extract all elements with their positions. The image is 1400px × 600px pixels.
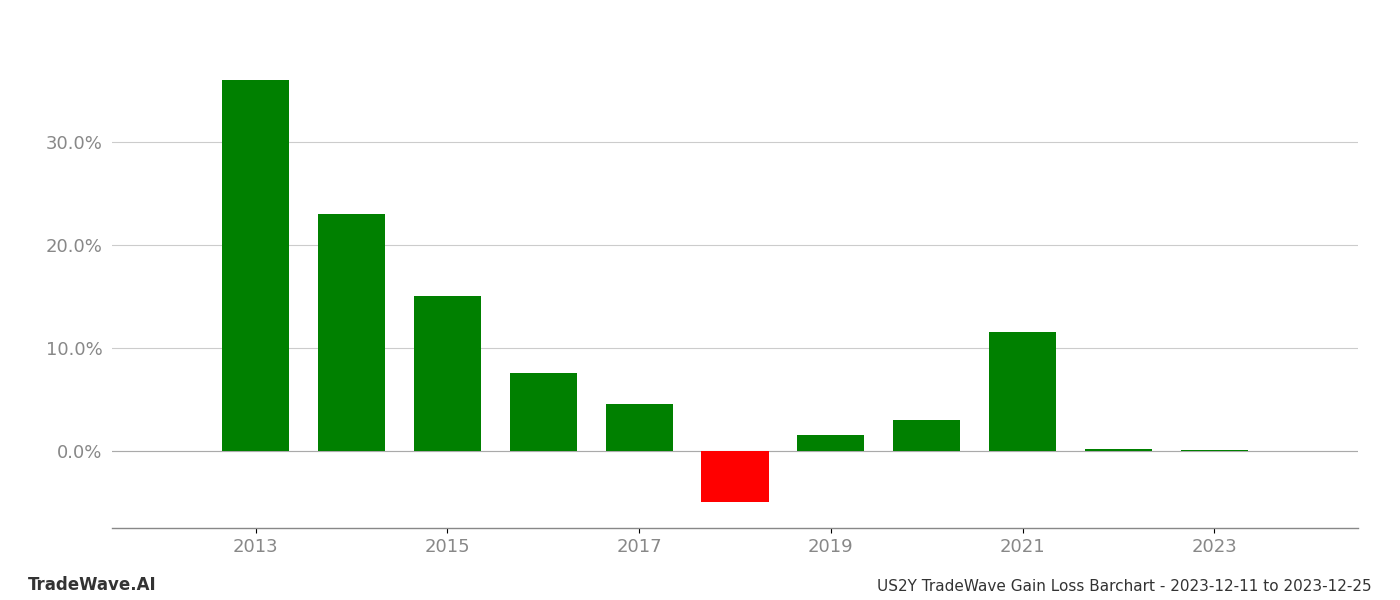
Bar xyxy=(798,435,864,451)
Text: TradeWave.AI: TradeWave.AI xyxy=(28,576,157,594)
Bar xyxy=(893,420,960,451)
Bar xyxy=(988,332,1056,451)
Bar xyxy=(1180,449,1247,451)
Text: US2Y TradeWave Gain Loss Barchart - 2023-12-11 to 2023-12-25: US2Y TradeWave Gain Loss Barchart - 2023… xyxy=(878,579,1372,594)
Bar xyxy=(318,214,385,451)
Bar xyxy=(1085,449,1152,451)
Bar xyxy=(223,80,290,451)
Bar xyxy=(701,451,769,502)
Bar xyxy=(606,404,673,451)
Bar xyxy=(414,296,482,451)
Bar xyxy=(510,373,577,451)
